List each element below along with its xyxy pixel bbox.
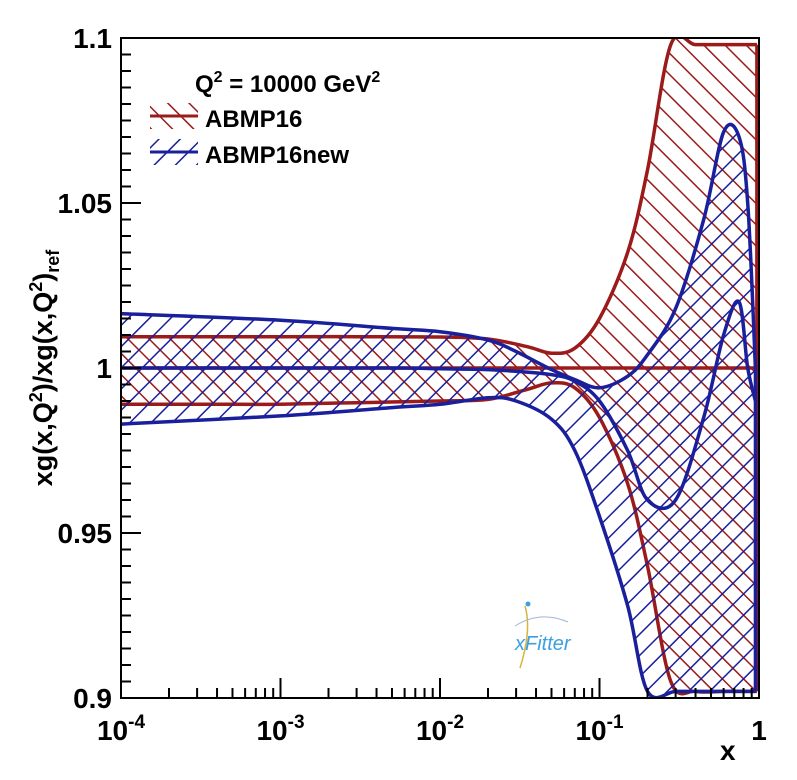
logo-arc-icon <box>514 616 569 627</box>
chart-title: Q2 = 10000 GeV2 <box>195 69 380 98</box>
band-upper-abmp16new <box>121 122 758 390</box>
x-tick-label: 1 <box>751 715 767 746</box>
xfitter-logo: xFitter <box>514 601 572 669</box>
band-abmp16new <box>121 122 758 698</box>
x-tick-base: 10 <box>416 715 447 746</box>
title-q: Q <box>195 71 214 98</box>
y-label-part-b: )/xg(x,Q <box>28 292 58 393</box>
logo-text: xFitter <box>514 633 572 655</box>
bands-layer <box>121 38 759 698</box>
y-tick-label: 1.05 <box>58 188 113 219</box>
x-tick-base: 10 <box>97 715 128 746</box>
y-axis-label: xg(x,Q2)/xg(x,Q2)ref <box>26 249 63 487</box>
y-tick-label: 1 <box>96 353 112 384</box>
x-tick-base: 10 <box>256 715 287 746</box>
title-value: = 10000 GeV <box>223 71 372 98</box>
legend: ABMP16 ABMP16new <box>150 103 349 169</box>
x-tick-label: 10-3 <box>256 712 304 746</box>
central-abmp16new <box>121 299 758 511</box>
x-tick-exp: -3 <box>288 712 305 733</box>
y-tick-label: 0.95 <box>58 518 113 549</box>
title-unit-sup: 2 <box>371 69 380 86</box>
x-tick-exp: -1 <box>607 712 624 733</box>
x-tick-label: 10-1 <box>575 712 623 746</box>
band-fill-abmp16new <box>121 124 756 698</box>
x-tick-exp: -2 <box>447 712 464 733</box>
logo-swoosh-icon <box>519 605 529 669</box>
legend-swatch-abmp16new <box>150 139 198 165</box>
y-tick-label: 1.1 <box>73 23 112 54</box>
x-axis-label: x <box>720 735 736 766</box>
legend-label-abmp16: ABMP16 <box>205 106 302 133</box>
legend-label-abmp16new: ABMP16new <box>205 142 349 169</box>
x-tick-label: 10-4 <box>97 712 145 746</box>
title-q-sup: 2 <box>214 69 223 86</box>
logo-dot-icon <box>525 601 531 607</box>
y-label-part-a: xg(x,Q <box>28 402 58 486</box>
y-tick-label: 0.9 <box>73 683 112 714</box>
y-label-sub-ref: ref <box>43 249 63 273</box>
x-tick-label: 10-2 <box>416 712 464 746</box>
y-label-part-c: ) <box>28 273 58 282</box>
y-label-sup-a: 2 <box>26 392 46 402</box>
x-tick-base: 10 <box>575 715 606 746</box>
y-label-sup-b: 2 <box>26 282 46 292</box>
x-tick-exp: -4 <box>128 712 145 733</box>
legend-swatch-abmp16 <box>150 103 198 129</box>
